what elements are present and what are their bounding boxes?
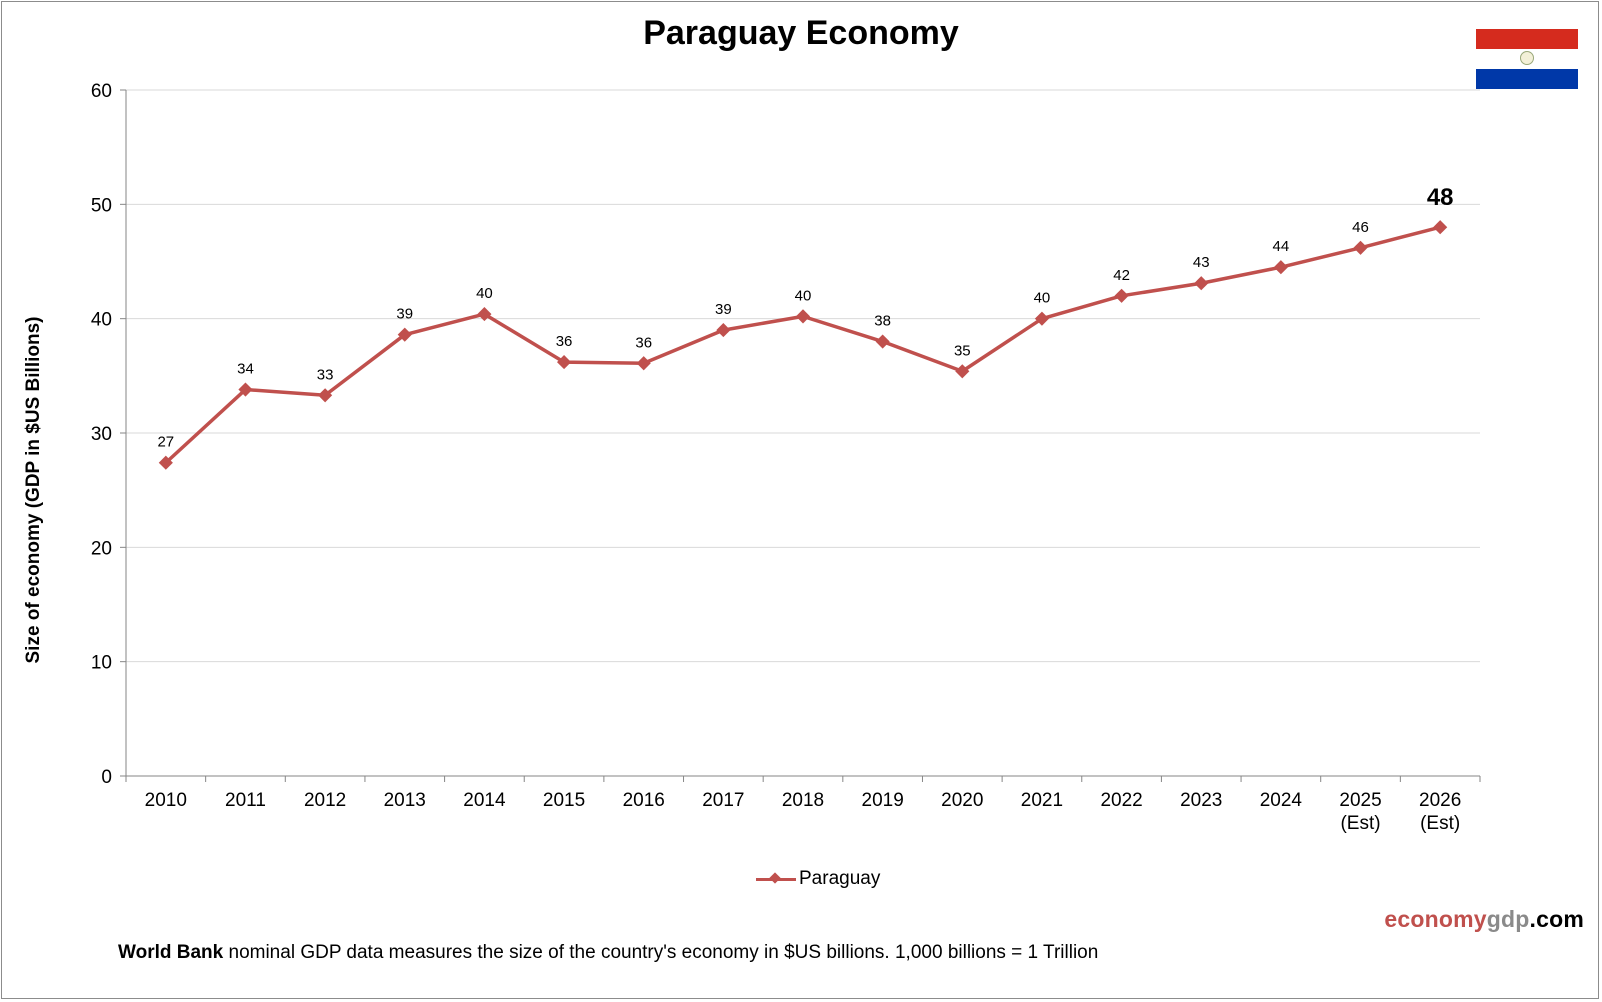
data-label: 39 xyxy=(396,306,413,323)
data-point xyxy=(477,307,492,322)
data-label: 36 xyxy=(556,333,573,350)
data-point xyxy=(1433,220,1448,235)
data-label: 44 xyxy=(1273,238,1290,255)
data-point xyxy=(955,364,970,379)
data-point xyxy=(158,455,173,470)
data-label: 38 xyxy=(874,313,891,330)
data-label: 48 xyxy=(1427,184,1454,211)
x-tick-label: 2023 xyxy=(1180,790,1222,811)
brand-logo: economygdp.com xyxy=(1384,906,1584,933)
data-label: 43 xyxy=(1193,254,1210,271)
data-point xyxy=(397,327,412,342)
data-point xyxy=(1194,276,1209,291)
data-label: 42 xyxy=(1113,267,1130,284)
data-label: 27 xyxy=(157,434,174,451)
footnote-text: nominal GDP data measures the size of th… xyxy=(223,942,1099,963)
data-point xyxy=(318,388,333,403)
x-tick-label: 2024 xyxy=(1260,790,1303,811)
x-tick-label: 2021 xyxy=(1021,790,1063,811)
data-point xyxy=(875,334,890,349)
x-tick-label: 2013 xyxy=(384,790,426,811)
brand-part-economy: economy xyxy=(1384,906,1487,932)
data-point xyxy=(1273,260,1288,275)
data-label: 36 xyxy=(635,334,652,351)
data-label: 33 xyxy=(317,366,334,383)
x-tick-label: 2016 xyxy=(623,790,665,811)
data-label: 40 xyxy=(476,285,493,302)
paraguay-flag-icon xyxy=(1476,29,1578,89)
y-tick-label: 50 xyxy=(91,195,112,216)
x-tick-label: 2020 xyxy=(941,790,983,811)
data-label: 46 xyxy=(1352,219,1369,236)
legend-swatch-paraguay xyxy=(756,877,796,881)
y-tick-label: 20 xyxy=(91,538,112,559)
x-tick-label: (Est) xyxy=(1420,813,1460,834)
y-tick-label: 10 xyxy=(91,653,112,674)
data-point xyxy=(795,309,811,324)
data-label: 35 xyxy=(954,342,971,359)
y-tick-label: 0 xyxy=(101,767,112,788)
brand-part-gdp: gdp xyxy=(1486,906,1530,932)
x-tick-label: 2010 xyxy=(145,790,187,811)
flag-emblem-icon xyxy=(1520,51,1534,65)
x-tick-label: 2025 xyxy=(1339,790,1381,811)
legend: Paraguay xyxy=(756,868,880,890)
x-tick-label: 2012 xyxy=(304,790,346,811)
data-label: 34 xyxy=(237,361,254,378)
data-point xyxy=(1114,288,1129,303)
x-tick-label: 2019 xyxy=(862,790,904,811)
data-label: 40 xyxy=(795,287,812,304)
y-tick-label: 40 xyxy=(91,310,112,331)
x-tick-label: 2017 xyxy=(702,790,744,811)
x-tick-label: 2026 xyxy=(1419,790,1461,811)
data-label: 40 xyxy=(1034,290,1051,307)
brand-part-com: .com xyxy=(1529,906,1584,932)
footnote: World Bank nominal GDP data measures the… xyxy=(118,942,1098,964)
data-point xyxy=(716,323,731,338)
data-point xyxy=(1353,240,1368,255)
legend-label-paraguay: Paraguay xyxy=(799,868,881,889)
data-label: 39 xyxy=(715,301,732,318)
x-tick-label: (Est) xyxy=(1340,813,1380,834)
data-point xyxy=(556,355,572,370)
footnote-source: World Bank xyxy=(118,942,224,963)
x-tick-label: 2018 xyxy=(782,790,824,811)
x-tick-label: 2014 xyxy=(463,790,506,811)
chart-title: Paraguay Economy xyxy=(643,14,959,52)
data-point xyxy=(1034,311,1050,326)
series-line-paraguay xyxy=(164,225,1441,465)
x-tick-label: 2022 xyxy=(1100,790,1142,811)
flag-blue-stripe xyxy=(1476,69,1578,89)
data-point xyxy=(238,382,253,397)
y-tick-label: 60 xyxy=(91,81,112,102)
x-tick-label: 2015 xyxy=(543,790,585,811)
y-tick-label: 30 xyxy=(91,424,112,445)
x-tick-label: 2011 xyxy=(225,790,266,811)
data-point xyxy=(636,356,651,371)
flag-red-stripe xyxy=(1476,29,1578,49)
